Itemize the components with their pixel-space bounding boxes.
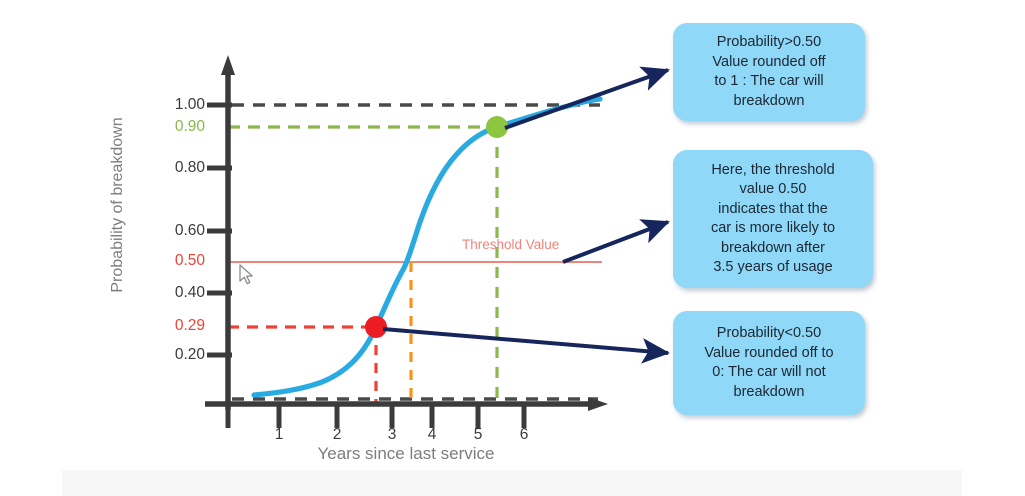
callout-top-text: Probability>0.50 Value rounded off to 1 … bbox=[712, 34, 826, 109]
y-tick-label-0-50: 0.50 bbox=[174, 252, 205, 269]
mouse-cursor-icon bbox=[239, 264, 253, 285]
x-tick-label-2: 2 bbox=[332, 426, 342, 443]
y-tick-label-0-80: 0.80 bbox=[174, 159, 205, 176]
y-tick-label-1-00: 1.00 bbox=[174, 96, 205, 113]
x-axis-label: Years since last service bbox=[317, 444, 495, 463]
arrow-to-top-callout bbox=[504, 66, 670, 130]
bottom-band bbox=[62, 470, 962, 496]
x-tick-label-3: 3 bbox=[387, 426, 397, 443]
arrow-to-middle-callout bbox=[562, 219, 670, 264]
x-tick-label-6: 6 bbox=[519, 426, 529, 443]
x-tick-label-1: 1 bbox=[274, 426, 284, 443]
y-axis-label: Probability of breakdown bbox=[109, 117, 126, 293]
y-tick-label-0-60: 0.60 bbox=[174, 222, 205, 239]
threshold-value-label: Threshold Value bbox=[462, 237, 560, 252]
callout-bottom-text: Probability<0.50 Value rounded off to 0:… bbox=[704, 325, 834, 400]
y-tick-label-0-40: 0.40 bbox=[174, 284, 205, 301]
y-tick-label-0-20: 0.20 bbox=[174, 346, 205, 363]
y-axis-arrow-icon bbox=[221, 55, 235, 75]
red-point bbox=[365, 316, 387, 338]
callout-probability-below-threshold: Probability<0.50 Value rounded off to 0:… bbox=[673, 311, 865, 415]
arrow-to-bottom-callout bbox=[382, 327, 670, 364]
green-point bbox=[486, 116, 508, 138]
x-tick-label-4: 4 bbox=[427, 426, 437, 443]
y-tick-label-0-90: 0.90 bbox=[174, 118, 205, 135]
callout-probability-above-threshold: Probability>0.50 Value rounded off to 1 … bbox=[673, 23, 865, 121]
x-tick-label-5: 5 bbox=[473, 426, 483, 443]
y-tick-label-0-29: 0.29 bbox=[174, 317, 205, 334]
callout-threshold-explanation: Here, the threshold value 0.50 indicates… bbox=[673, 150, 873, 288]
x-axis-arrow-icon bbox=[588, 397, 608, 411]
callout-middle-text: Here, the threshold value 0.50 indicates… bbox=[710, 161, 836, 276]
